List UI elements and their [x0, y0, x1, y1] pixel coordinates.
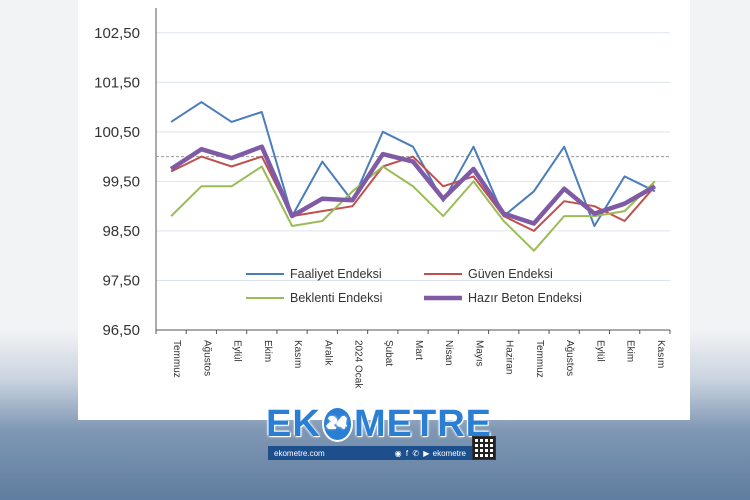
chart-panel: 96,50 97,50 98,50 99,50 100,50 101,50 102,50 Te…	[78, 0, 690, 420]
series-line-1	[170, 101, 656, 227]
x-tick-label: Kasım	[655, 340, 666, 368]
y-tick-label: 98,50	[102, 223, 140, 240]
y-tick-label: 97,50	[102, 272, 140, 289]
x-tick-label: Eylül	[594, 340, 605, 362]
x-tick-label: 2024 Ocak	[353, 340, 364, 389]
line-chart: 96,50 97,50 98,50 99,50 100,50 101,50 102,50 Te…	[94, 8, 671, 389]
y-tick-label: 100,50	[94, 124, 140, 141]
social-icons: ◉ f ✆ ▶	[394, 448, 431, 458]
legend-label: Faaliyet Endeksi	[290, 267, 382, 281]
x-tick-label: Ağustos	[201, 340, 212, 376]
logo-wordmark: EK 24 METRE	[266, 402, 492, 445]
x-tick-label: Ekim	[625, 340, 636, 362]
x-tick-label: Kasım	[292, 340, 303, 368]
x-tick-label: Aralık	[322, 340, 333, 367]
logo-social-handle: ekometre	[432, 448, 466, 458]
legend-label: Beklenti Endeksi	[290, 291, 382, 305]
qr-code-icon	[472, 436, 496, 460]
series-line-2	[170, 155, 656, 232]
x-tick-label: Ağustos	[564, 340, 575, 376]
x-tick-label: Ekim	[262, 340, 273, 362]
legend-label: Hazır Beton Endeksi	[468, 291, 582, 305]
logo-text-right: METRE	[354, 402, 492, 445]
x-tick-label: Temmuz	[171, 340, 182, 378]
logo-24-badge-icon: 24	[321, 406, 353, 442]
series-line-3	[170, 165, 656, 252]
x-tick-label: Mart	[413, 340, 424, 360]
y-tick-label: 102,50	[94, 25, 140, 42]
x-tick-label: Mayıs	[473, 340, 484, 367]
y-tick-label: 101,50	[94, 74, 140, 91]
ekometre-logo: EK 24 METRE ekometre.com ◉ f ✆ ▶ ekometr…	[266, 402, 496, 460]
x-tick-label: Şubat	[383, 340, 394, 366]
legend-label: Güven Endeksi	[468, 267, 553, 281]
logo-text-left: EK	[266, 402, 321, 445]
y-tick-label: 96,50	[102, 322, 140, 339]
x-tick-label: Temmuz	[534, 340, 545, 378]
x-tick-label: Haziran	[504, 340, 515, 374]
logo-info-strip: ekometre.com ◉ f ✆ ▶ ekometre	[268, 446, 472, 460]
series-line-4	[169, 144, 657, 226]
x-tick-label: Nisan	[443, 340, 454, 366]
y-tick-label: 99,50	[102, 173, 140, 190]
x-tick-label: Eylül	[232, 340, 243, 362]
logo-website: ekometre.com	[274, 448, 325, 458]
